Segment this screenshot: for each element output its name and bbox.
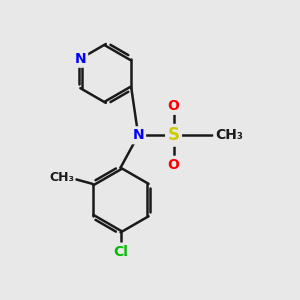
Text: O: O xyxy=(168,158,179,172)
Text: O: O xyxy=(168,99,179,113)
Text: S: S xyxy=(168,126,180,144)
Text: CH₃: CH₃ xyxy=(49,172,74,184)
Text: N: N xyxy=(74,52,86,66)
Text: Cl: Cl xyxy=(113,244,128,259)
Text: N: N xyxy=(132,128,144,142)
Text: CH₃: CH₃ xyxy=(215,128,243,142)
